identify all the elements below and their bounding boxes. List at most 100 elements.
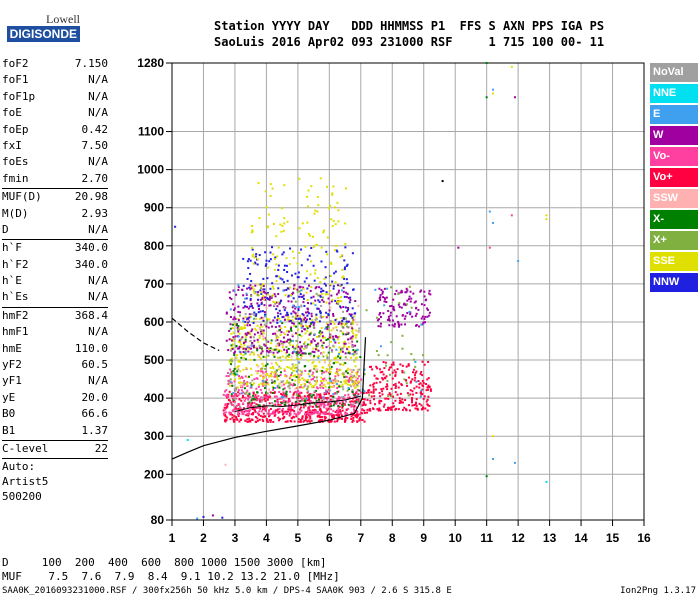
- echo-point: [351, 344, 354, 347]
- echo-point: [325, 322, 328, 325]
- echo-point: [282, 229, 285, 232]
- echo-point: [316, 348, 319, 351]
- echo-point: [318, 400, 321, 403]
- echo-point: [287, 316, 290, 319]
- echo-point: [423, 317, 426, 320]
- echo-point: [301, 312, 304, 315]
- echo-point: [428, 292, 431, 295]
- echo-point: [415, 401, 418, 404]
- echo-point: [294, 387, 297, 390]
- logo-line1: Lowell: [46, 12, 80, 26]
- param-name: foF2: [2, 57, 29, 70]
- echo-point: [270, 296, 273, 299]
- echo-point: [291, 292, 294, 295]
- echo-point: [409, 290, 412, 293]
- echo-point: [266, 277, 269, 280]
- echo-point: [260, 287, 263, 290]
- echo-point: [283, 222, 286, 225]
- echo-point: [250, 418, 253, 421]
- echo-point: [293, 416, 296, 419]
- echo-point: [346, 326, 349, 329]
- echo-point: [259, 357, 262, 360]
- echo-point: [331, 298, 334, 301]
- echo-point: [266, 363, 269, 366]
- echo-point: [299, 419, 302, 422]
- param-separator: [2, 306, 108, 308]
- echo-point: [264, 344, 267, 347]
- echo-point: [254, 255, 257, 258]
- echo-point: [270, 295, 273, 298]
- echo-point: [321, 385, 324, 388]
- echo-point: [278, 329, 281, 332]
- echo-point: [286, 318, 289, 321]
- echo-point: [407, 363, 410, 366]
- echo-point: [297, 328, 300, 331]
- echo-point: [240, 392, 243, 395]
- echo-point: [291, 384, 294, 387]
- echo-point: [260, 284, 263, 287]
- echo-point: [322, 300, 325, 303]
- echo-point: [330, 336, 333, 339]
- echo-point: [298, 411, 301, 414]
- echo-point: [308, 398, 311, 401]
- echo-point: [267, 266, 270, 269]
- echo-point: [310, 419, 313, 422]
- echo-point: [230, 371, 233, 374]
- echo-point: [261, 335, 264, 338]
- echo-point: [277, 287, 280, 290]
- echo-point: [255, 406, 258, 409]
- param-value: N/A: [88, 325, 108, 339]
- echo-point: [296, 262, 299, 265]
- echo-point: [363, 373, 366, 376]
- echo-point: [362, 401, 365, 404]
- echo-point: [332, 285, 335, 288]
- echo-point: [268, 388, 271, 391]
- echo-point: [393, 325, 396, 328]
- echo-point: [239, 407, 242, 410]
- echo-point: [307, 406, 310, 409]
- echo-point: [421, 406, 424, 409]
- echo-point: [368, 409, 371, 412]
- echo-point: [245, 367, 248, 370]
- echo-point: [338, 321, 341, 324]
- autoscaling-info: Auto:: [2, 460, 36, 474]
- echo-point: [266, 398, 269, 401]
- echo-point: [420, 390, 423, 393]
- echo-point: [254, 406, 257, 409]
- echo-point: [308, 402, 311, 405]
- echo-point: [291, 345, 294, 348]
- echo-point: [386, 388, 389, 391]
- echo-point: [317, 356, 320, 359]
- echo-point: [290, 374, 293, 377]
- echo-point: [334, 341, 337, 344]
- echo-point: [418, 402, 421, 405]
- echo-point: [292, 382, 295, 385]
- echo-point: [238, 345, 241, 348]
- echo-point: [315, 381, 318, 384]
- echo-point: [307, 312, 310, 315]
- echo-point: [337, 404, 340, 407]
- echo-point: [235, 344, 238, 347]
- echo-point: [338, 346, 341, 349]
- echo-point: [335, 293, 338, 296]
- echo-point: [234, 378, 237, 381]
- echo-point: [357, 393, 360, 396]
- echo-point: [272, 222, 275, 225]
- echo-point: [336, 418, 339, 421]
- echo-point: [382, 373, 385, 376]
- echo-point: [283, 264, 286, 267]
- echo-point: [389, 305, 392, 308]
- echo-point: [306, 298, 309, 301]
- param-value: 22: [94, 441, 108, 455]
- echo-point: [274, 332, 277, 335]
- echo-point: [304, 411, 307, 414]
- param-row: h`Es N/A: [2, 290, 108, 306]
- echo-point: [323, 336, 326, 339]
- echo-point: [457, 246, 460, 249]
- echo-point: [276, 255, 279, 258]
- echo-point: [285, 375, 288, 378]
- echo-point: [269, 304, 272, 307]
- echo-point: [321, 378, 324, 381]
- echo-point: [243, 379, 246, 382]
- echo-point: [234, 406, 237, 409]
